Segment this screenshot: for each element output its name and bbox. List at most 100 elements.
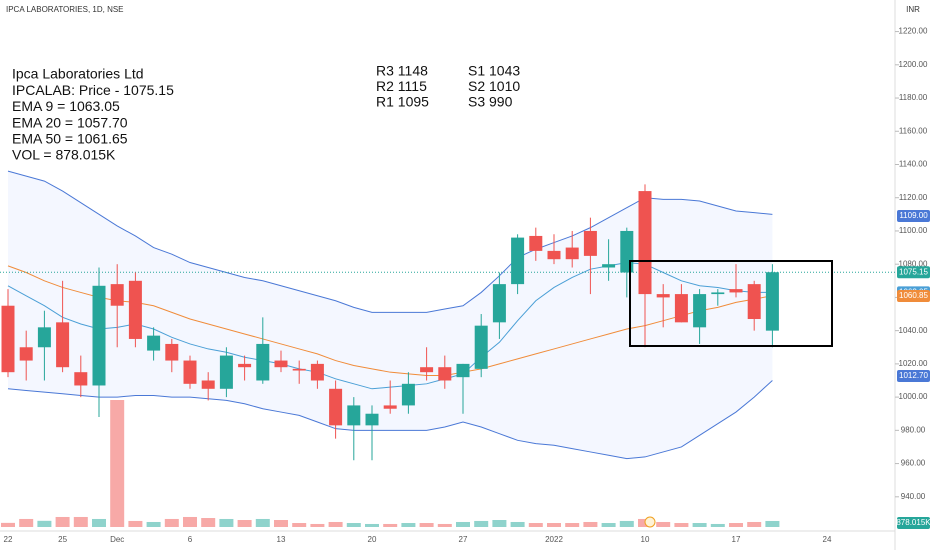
band-fill bbox=[8, 171, 773, 459]
volume-bar bbox=[328, 521, 343, 527]
x-tick-label: 22 bbox=[4, 535, 13, 544]
x-tick-label: Dec bbox=[110, 535, 124, 544]
candle-body bbox=[620, 230, 634, 273]
event-icon bbox=[644, 516, 656, 528]
candle-body bbox=[92, 285, 106, 386]
volume-bar bbox=[492, 519, 507, 527]
candle-body bbox=[238, 363, 252, 368]
candle-body bbox=[747, 284, 761, 320]
candle-body bbox=[110, 284, 124, 306]
volume-bar bbox=[92, 518, 106, 527]
volume-bar bbox=[456, 521, 470, 527]
volume-bar bbox=[692, 523, 707, 527]
info-line: IPCALAB: Price - 1075.15 bbox=[12, 82, 174, 98]
candle-body bbox=[383, 405, 397, 409]
volume-bar bbox=[437, 523, 452, 527]
candle-body bbox=[274, 360, 288, 368]
volume-bar bbox=[729, 523, 743, 527]
y-tick-label: 1180.00 bbox=[899, 93, 928, 102]
price-label-bg bbox=[897, 370, 930, 383]
volume-bar bbox=[674, 523, 689, 527]
volume-bar bbox=[128, 520, 143, 527]
y-tick-label: 1080.00 bbox=[899, 259, 928, 268]
candle-body bbox=[56, 322, 70, 368]
candle-body bbox=[401, 383, 415, 406]
volume-bar bbox=[164, 518, 179, 527]
candle-body bbox=[365, 413, 379, 426]
volume-bar bbox=[310, 523, 325, 527]
candle-body bbox=[310, 363, 324, 381]
candle-body bbox=[329, 388, 343, 426]
candle-body bbox=[438, 367, 452, 381]
volume-bar bbox=[1, 522, 15, 527]
x-tick-label: 10 bbox=[641, 535, 650, 544]
candle-body bbox=[201, 380, 215, 389]
volume-bar bbox=[765, 520, 780, 527]
highlight-box bbox=[629, 260, 833, 347]
pivot-r: R2 1115 bbox=[376, 78, 427, 94]
volume-bar bbox=[292, 523, 307, 527]
x-tick-label: 13 bbox=[277, 535, 286, 544]
x-tick-label: 2022 bbox=[545, 535, 563, 544]
volume-bar bbox=[619, 520, 634, 527]
info-line: VOL = 878.015K bbox=[12, 147, 116, 163]
volume-bar bbox=[19, 518, 34, 527]
candle-body bbox=[256, 343, 270, 381]
y-tick-label: 1100.00 bbox=[899, 226, 928, 235]
y-tick-label: 960.00 bbox=[901, 459, 926, 468]
volume-bar bbox=[419, 523, 434, 527]
volume-bar bbox=[73, 516, 88, 527]
volume-bar bbox=[237, 519, 252, 527]
candle-body bbox=[674, 294, 688, 323]
x-tick-label: 17 bbox=[732, 535, 741, 544]
y-tick-label: 1220.00 bbox=[899, 27, 928, 36]
volume-bar bbox=[565, 523, 580, 527]
candle-body bbox=[693, 294, 707, 328]
y-tick-label: 1020.00 bbox=[899, 359, 928, 368]
y-tick-label: 1000.00 bbox=[899, 392, 928, 401]
x-tick-label: 25 bbox=[58, 535, 67, 544]
volume-bar bbox=[583, 521, 598, 527]
candle-body bbox=[128, 280, 142, 339]
candle-body bbox=[147, 335, 161, 351]
info-line: EMA 50 = 1061.65 bbox=[12, 131, 128, 147]
candle-body bbox=[19, 347, 33, 361]
price-label: 1012.70 bbox=[899, 371, 928, 380]
volume-bar bbox=[274, 519, 288, 527]
volume-bar bbox=[747, 521, 762, 527]
overlay-line bbox=[7, 380, 773, 460]
candle-body bbox=[492, 284, 506, 323]
volume-bar bbox=[547, 523, 561, 527]
candle-body bbox=[529, 235, 543, 251]
volume-bar bbox=[37, 520, 52, 527]
volume-label: 878.015K bbox=[896, 518, 931, 527]
candle-body bbox=[74, 372, 88, 386]
volume-bar bbox=[601, 523, 616, 527]
currency: INR bbox=[906, 5, 920, 14]
volume-bar bbox=[656, 521, 671, 527]
volume-bar bbox=[55, 516, 70, 527]
candle-body bbox=[219, 355, 233, 389]
y-tick-label: 980.00 bbox=[901, 425, 926, 434]
y-tick-label: 1120.00 bbox=[899, 193, 928, 202]
candle-body bbox=[765, 272, 779, 331]
y-tick-label: 1200.00 bbox=[899, 60, 928, 69]
info-line: EMA 9 = 1063.05 bbox=[12, 98, 120, 114]
candle-body bbox=[456, 363, 470, 378]
volume-bar bbox=[110, 400, 125, 527]
volume-bar bbox=[255, 518, 270, 527]
volume-bar bbox=[146, 521, 161, 527]
volume-bar bbox=[510, 521, 525, 527]
pivot-s: S2 1010 bbox=[468, 78, 520, 94]
info-line: Ipca Laboratories Ltd bbox=[12, 66, 144, 82]
volume-bar bbox=[346, 523, 361, 527]
volume-bar bbox=[710, 523, 725, 527]
volume-label-bg bbox=[897, 517, 930, 529]
candle-body bbox=[347, 405, 361, 426]
plot bbox=[0, 170, 895, 527]
price-label-bg bbox=[897, 266, 930, 279]
candle-body bbox=[729, 289, 743, 293]
price-label: 1109.00 bbox=[899, 211, 928, 220]
volume-bar bbox=[201, 518, 216, 527]
x-tick-label: 27 bbox=[459, 535, 468, 544]
